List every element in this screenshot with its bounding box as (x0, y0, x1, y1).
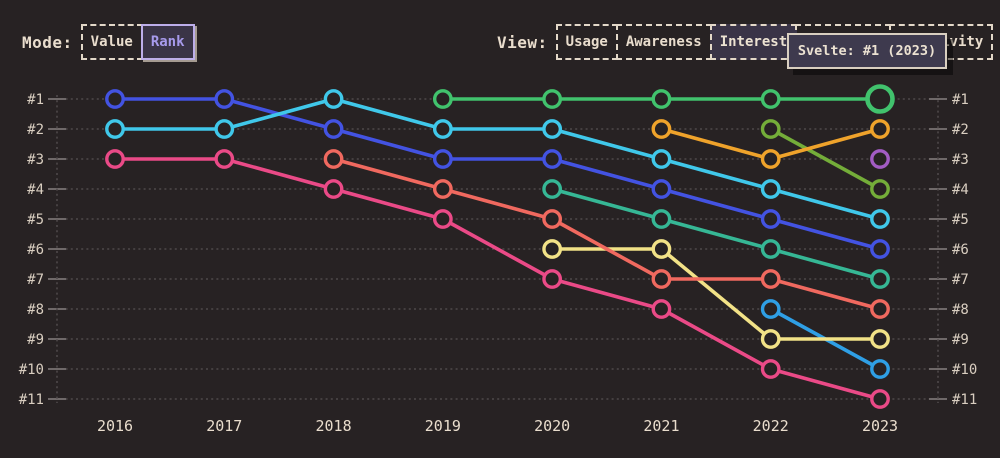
rank-label-right: #2 (952, 122, 969, 138)
point-magenta-2022[interactable] (760, 359, 781, 379)
point-svelte-green-2022[interactable] (760, 89, 781, 109)
point-indigo-2020[interactable] (542, 149, 563, 169)
point-indigo-2016[interactable] (105, 89, 125, 109)
point-indigo-2022[interactable] (760, 209, 781, 229)
point-magenta-2021[interactable] (651, 299, 672, 319)
point-indigo-2018[interactable] (323, 119, 344, 139)
rank-label-right: #11 (952, 392, 977, 408)
point-magenta-2016[interactable] (105, 149, 125, 169)
point-orange-2022[interactable] (760, 149, 781, 169)
point-magenta-2023[interactable] (870, 389, 890, 409)
point-yellow-2023[interactable] (870, 329, 890, 349)
point-indigo-2021[interactable] (651, 179, 672, 199)
point-svelte-green-2023[interactable] (865, 84, 895, 114)
mode-option-rank[interactable]: Rank (140, 24, 195, 60)
point-coral-2019[interactable] (432, 179, 453, 199)
rank-label-left: #3 (27, 152, 44, 168)
mode-label: Mode: (22, 32, 73, 52)
point-yellow-2022[interactable] (760, 329, 781, 349)
point-coral-2022[interactable] (760, 269, 781, 289)
rank-label-left: #4 (27, 182, 44, 198)
point-purple-2023[interactable] (870, 149, 890, 169)
series-line-lime (768, 127, 882, 191)
point-svelte-green-2021[interactable] (651, 89, 672, 109)
rank-label-left: #10 (19, 362, 44, 378)
year-label: 2020 (534, 417, 570, 435)
point-yellow-2020[interactable] (542, 239, 563, 259)
point-magenta-2017[interactable] (214, 149, 235, 169)
mode-control: Mode: Value Rank (22, 24, 195, 60)
series-line-coral (331, 157, 882, 311)
point-cyan-2022[interactable] (760, 179, 781, 199)
series-line-indigo (113, 97, 882, 251)
point-lime-2023[interactable] (870, 179, 890, 199)
rank-label-left: #5 (27, 212, 44, 228)
point-cyan-2020[interactable] (542, 119, 563, 139)
rank-label-left: #1 (27, 92, 44, 108)
view-label: View: (497, 32, 548, 52)
rank-label-right: #8 (952, 302, 969, 318)
point-svelte-green-2019[interactable] (432, 89, 453, 109)
point-indigo-2023[interactable] (870, 239, 890, 259)
point-coral-2023[interactable] (870, 299, 890, 319)
rank-label-left: #9 (27, 332, 44, 348)
point-magenta-2018[interactable] (323, 179, 344, 199)
point-teal-2022[interactable] (760, 239, 781, 259)
point-magenta-2019[interactable] (432, 209, 453, 229)
point-orange-2023[interactable] (870, 119, 890, 139)
rank-label-right: #7 (952, 272, 969, 288)
year-label: 2022 (753, 417, 789, 435)
point-svelte-green-2020[interactable] (542, 89, 563, 109)
point-cyan-2017[interactable] (214, 119, 235, 139)
series-line-cyan (113, 97, 882, 221)
series-line-teal (550, 187, 882, 281)
point-teal-2020[interactable] (542, 179, 563, 199)
rank-label-left: #6 (27, 242, 44, 258)
rank-label-right: #6 (952, 242, 969, 258)
point-coral-2021[interactable] (651, 269, 672, 289)
point-coral-2020[interactable] (542, 209, 563, 229)
year-label: 2018 (316, 417, 352, 435)
year-label: 2021 (643, 417, 679, 435)
rank-label-right: #10 (952, 362, 977, 378)
point-cyan-2016[interactable] (105, 119, 125, 139)
point-magenta-2020[interactable] (542, 269, 563, 289)
point-orange-2021[interactable] (651, 119, 672, 139)
year-label: 2019 (425, 417, 461, 435)
point-coral-2018[interactable] (323, 149, 344, 169)
series-line-magenta (113, 157, 882, 401)
point-indigo-2019[interactable] (432, 149, 453, 169)
rank-label-left: #11 (19, 392, 44, 408)
point-indigo-2017[interactable] (214, 89, 235, 109)
rank-label-right: #3 (952, 152, 969, 168)
year-label: 2023 (862, 417, 898, 435)
rank-label-left: #7 (27, 272, 44, 288)
rank-label-left: #2 (27, 122, 44, 138)
point-teal-2023[interactable] (870, 269, 890, 289)
point-cyan-2019[interactable] (432, 119, 453, 139)
rank-label-left: #8 (27, 302, 44, 318)
chart-tooltip: Svelte: #1 (2023) (787, 33, 947, 69)
point-azure-2023[interactable] (870, 359, 890, 379)
point-cyan-2018[interactable] (323, 89, 344, 109)
rank-label-right: #4 (952, 182, 969, 198)
year-label: 2016 (97, 417, 133, 435)
point-cyan-2023[interactable] (870, 209, 890, 229)
point-yellow-2021[interactable] (651, 239, 672, 259)
point-lime-2022[interactable] (760, 119, 781, 139)
year-label: 2017 (206, 417, 242, 435)
point-teal-2021[interactable] (651, 209, 672, 229)
point-azure-2022[interactable] (760, 299, 781, 319)
rank-label-right: #1 (952, 92, 969, 108)
point-cyan-2021[interactable] (651, 149, 672, 169)
rank-label-right: #5 (952, 212, 969, 228)
rank-label-right: #9 (952, 332, 969, 348)
